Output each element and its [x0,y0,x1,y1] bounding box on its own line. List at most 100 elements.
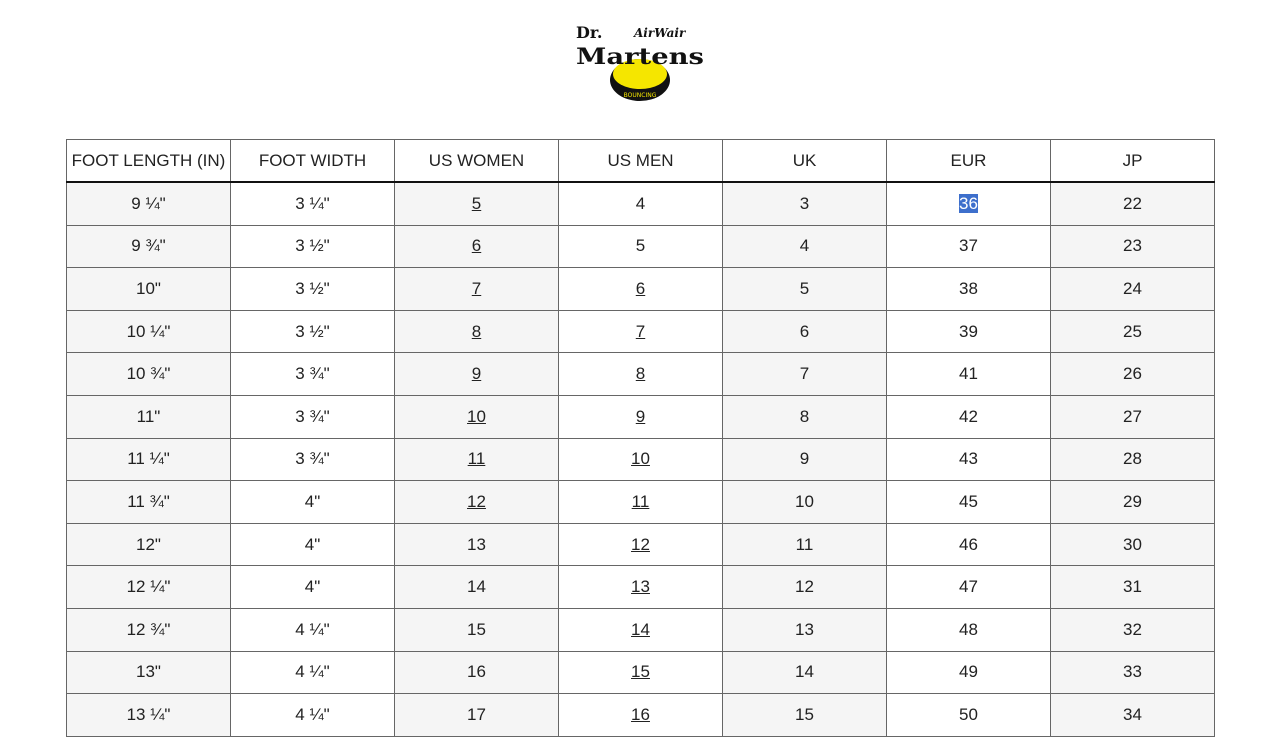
table-cell: 43 [886,437,1051,482]
cell-value: 13 [795,619,814,639]
size-link[interactable]: 11 [467,449,486,469]
size-link[interactable]: 9 [635,406,646,426]
table-cell: 47 [886,565,1051,609]
table-cell: 49 [886,650,1051,695]
table-cell: 4 [722,224,887,269]
table-row: 11" 3 ¾" 10 9 8 42 27 [66,394,1215,439]
table-cell: 12" [66,522,231,567]
cell-value: 11" [136,406,161,426]
size-link[interactable]: 16 [631,704,650,724]
cell-value: 7 [799,364,810,384]
table-cell: 17 [394,693,559,737]
cell-value: 13 [467,534,486,554]
table-cell: 8 [394,309,559,354]
table-row: 12 ¼" 4" 14 13 12 47 31 [66,565,1215,609]
table-cell: 9 [558,394,723,439]
table-cell: 32 [1050,607,1215,652]
cell-value: 30 [1123,534,1142,554]
cell-value: 12 [795,577,814,597]
table-cell: 4 ¼" [230,650,395,695]
table-cell: 4" [230,522,395,567]
cell-value: 47 [959,577,978,597]
table-cell: 10" [66,267,231,311]
cell-value: 25 [1123,321,1142,341]
table-cell: 11 [558,480,723,524]
table-cell: 4 ¼" [230,693,395,737]
cell-value: 27 [1123,406,1142,426]
cell-value: 11 ¼" [127,449,170,469]
size-link[interactable]: 10 [631,449,650,469]
table-cell: 46 [886,522,1051,567]
table-cell: 14 [558,607,723,652]
table-cell: 48 [886,607,1051,652]
table-cell: 4 ¼" [230,607,395,652]
table-cell: 34 [1050,693,1215,737]
table-cell: 10 [558,437,723,482]
size-link[interactable]: 11 [631,491,650,511]
column-header: US WOMEN [394,139,559,183]
cell-value: 37 [959,236,978,256]
table-cell: 12 [558,522,723,567]
size-link[interactable]: 8 [635,364,646,384]
table-cell: 23 [1050,224,1215,269]
size-link[interactable]: 7 [471,278,482,298]
cell-value: 10 [795,491,814,511]
size-link[interactable]: 12 [467,491,486,511]
table-cell: 12 [722,565,887,609]
cell-value: 12" [136,534,161,554]
cell-value: 3 ¾" [295,406,330,426]
table-cell: 5 [558,224,723,269]
table-cell: 13" [66,650,231,695]
size-link[interactable]: 6 [635,278,646,298]
table-cell: 41 [886,352,1051,396]
table-cell: 16 [394,650,559,695]
cell-value: 14 [467,577,486,597]
size-link[interactable]: 9 [471,364,482,384]
column-header: EUR [886,139,1051,183]
table-cell: 3 [722,181,887,226]
size-link[interactable]: 5 [471,193,482,213]
svg-text:BOUNCING: BOUNCING [624,92,657,99]
cell-value: 39 [959,321,978,341]
table-cell: 11 [722,522,887,567]
table-cell: 30 [1050,522,1215,567]
cell-value: 4 [635,193,646,213]
cell-value: 34 [1123,704,1142,724]
size-link[interactable]: 15 [631,662,650,682]
cell-value: 8 [799,406,810,426]
table-cell: 13 [558,565,723,609]
table-cell: 5 [394,181,559,226]
table-cell: 11" [66,394,231,439]
table-cell: 10 [722,480,887,524]
dr-martens-logo: Dr. AirWair Martens BOUNCING [576,23,704,101]
table-cell: 9 [394,352,559,396]
size-link[interactable]: 8 [471,321,482,341]
table-row: 9 ¼" 3 ¼" 5 4 3 36 22 [66,181,1215,226]
size-link[interactable]: 12 [631,534,650,554]
size-link[interactable]: 10 [467,406,486,426]
table-cell: 37 [886,224,1051,269]
svg-text:AirWair: AirWair [633,26,687,40]
table-cell: 7 [558,309,723,354]
cell-value: 9 ¾" [131,236,166,256]
size-link[interactable]: 14 [631,619,650,639]
table-cell: 10 ¼" [66,309,231,354]
size-link[interactable]: 6 [471,236,482,256]
size-link[interactable]: 7 [635,321,646,341]
cell-value: 31 [1123,577,1142,597]
cell-value: 5 [799,278,810,298]
cell-value: 3 ¾" [295,449,330,469]
size-link[interactable]: 13 [631,577,650,597]
table-cell: 9 ¾" [66,224,231,269]
size-chart-table: FOOT LENGTH (IN) FOOT WIDTH US WOMEN US MEN… [66,139,1215,737]
cell-value: 41 [959,364,978,384]
cell-value: 6 [799,321,810,341]
cell-value: 43 [959,449,978,469]
cell-value: 9 ¼" [131,193,166,213]
table-cell: 13 [394,522,559,567]
cell-value: 11 ¾" [127,491,170,511]
table-cell: 4" [230,565,395,609]
table-cell: 3 ½" [230,267,395,311]
cell-value: 42 [959,406,978,426]
column-header: FOOT LENGTH (IN) [66,139,231,183]
